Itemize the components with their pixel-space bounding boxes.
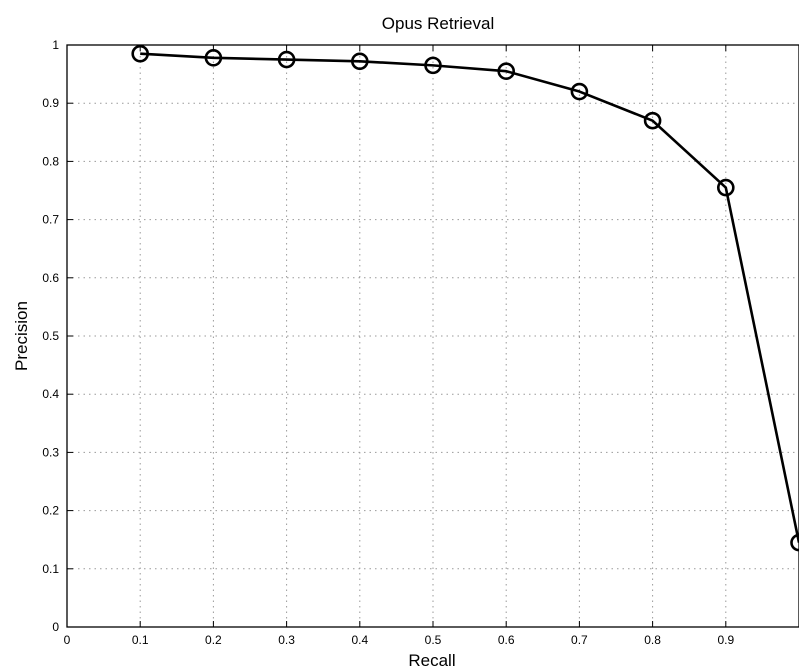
y-axis-label: Precision [12,301,31,371]
y-tick-label: 1 [52,38,59,52]
data-point-marker [790,533,799,552]
x-tick-label: 0 [64,633,71,647]
data-point-marker [716,178,735,197]
y-tick-label: 0 [52,620,59,634]
x-tick-label: 0.6 [498,633,515,647]
x-tick-label: 0.1 [132,633,149,647]
x-tick-labels: 0 0.1 0.2 0.3 0.4 0.5 0.6 0.7 0.8 0.9 [64,633,735,647]
data-point-marker [643,111,662,130]
data-point-marker [277,50,296,69]
y-tick-label: 0.6 [42,271,59,285]
data-point-marker [424,56,442,75]
series-layer [131,44,799,552]
tick-layer [66,44,727,628]
y-tick-label: 0.4 [42,387,59,401]
data-point-marker [350,52,369,71]
x-tick-label: 0.3 [278,633,295,647]
y-tick-label: 0.5 [42,329,59,343]
x-tick-label: 0.2 [205,633,222,647]
series-line [140,52,799,543]
data-point-marker [204,49,223,67]
x-tick-label: 0.9 [717,633,734,647]
x-tick-label: 0.5 [425,633,442,647]
y-tick-label: 0.7 [42,213,59,227]
y-tick-labels: 0 0.1 0.2 0.3 0.4 0.5 0.6 0.7 0.8 0.9 1 [42,38,59,634]
y-tick-label: 0.3 [42,445,59,459]
y-tick-label: 0.2 [42,504,59,518]
x-tick-label: 0.8 [644,633,661,647]
y-tick-label: 0.9 [42,96,59,110]
chart-title: Opus Retrieval [382,14,494,33]
y-tick-label: 0.8 [42,154,59,168]
y-tick-label: 0.1 [42,562,59,576]
data-point-marker [131,44,149,63]
grid-layer [67,45,799,627]
data-point-marker [497,62,516,80]
plot-frame [66,44,799,628]
x-tick-label: 0.7 [571,633,588,647]
x-axis-label: Recall [408,651,455,670]
data-point-marker [570,82,589,101]
x-tick-label: 0.4 [351,633,368,647]
